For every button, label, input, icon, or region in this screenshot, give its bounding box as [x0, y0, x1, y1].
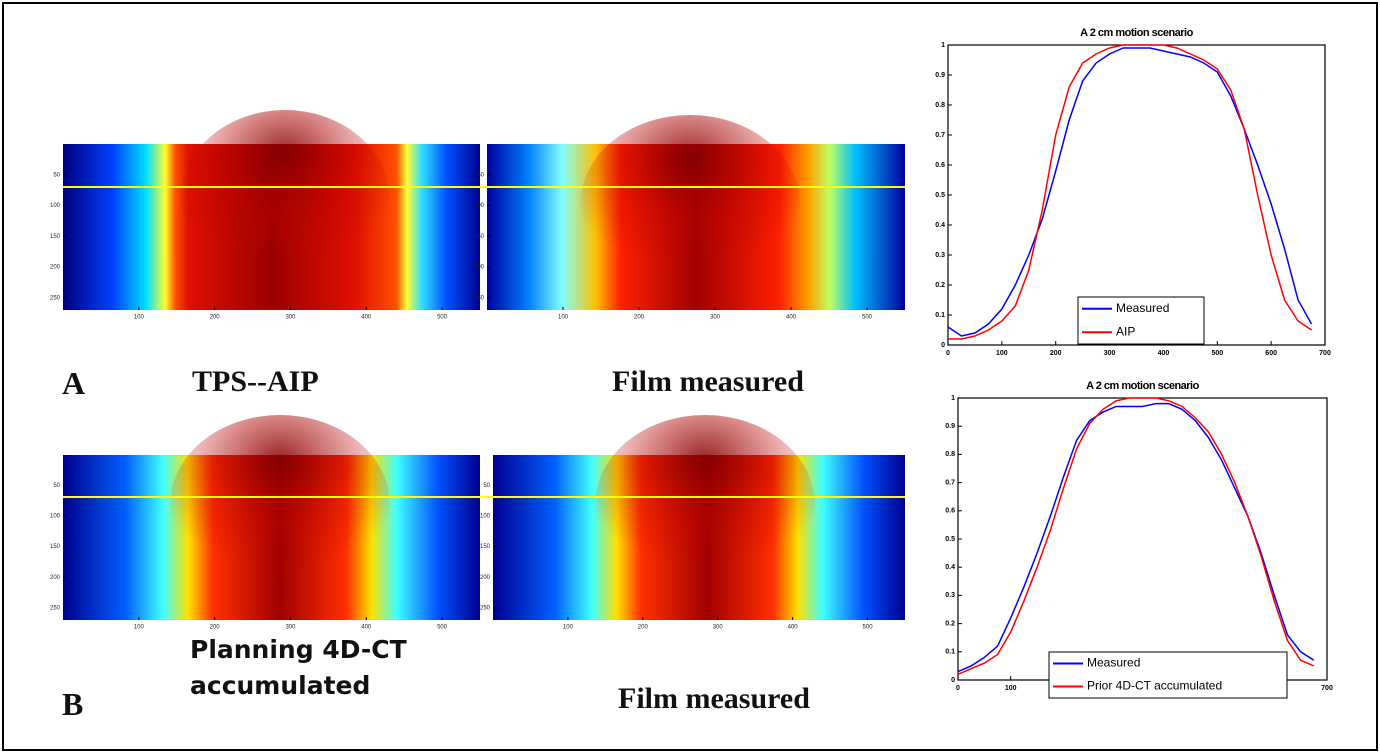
y-tick-label: 0.8: [945, 451, 955, 458]
x-tick-label: 500: [1211, 350, 1223, 357]
y-tick-label: 100: [480, 514, 491, 520]
x-tick-label: 500: [862, 315, 873, 321]
x-tick-label: 100: [558, 315, 569, 321]
y-tick-label: 0.4: [935, 222, 945, 229]
x-tick-label: 0: [956, 685, 960, 692]
x-tick-label: 200: [634, 315, 645, 321]
y-tick-label: 250: [50, 605, 61, 611]
y-tick-label: 0.7: [945, 479, 955, 486]
x-tick-label: 400: [786, 315, 797, 321]
y-tick-label: 150: [50, 544, 61, 550]
y-tick-label: 0.5: [935, 192, 945, 199]
y-tick-label: 150: [50, 234, 61, 240]
x-tick-label: 300: [713, 625, 724, 631]
x-tick-label: 100: [1005, 685, 1017, 692]
y-tick-label: 200: [480, 575, 491, 581]
legend-label: Measured: [1116, 301, 1169, 315]
figure: 1002003004005005010015020025010020030040…: [0, 0, 1380, 753]
y-tick-label: 200: [50, 575, 61, 581]
y-tick-label: 0.1: [935, 312, 945, 319]
x-tick-label: 100: [134, 315, 145, 321]
x-tick-label: 300: [285, 315, 296, 321]
panel-label: Film measured: [618, 682, 810, 716]
x-tick-label: 100: [134, 625, 145, 631]
y-tick-label: 0.9: [945, 423, 955, 430]
x-tick-label: 200: [638, 625, 649, 631]
x-tick-label: 700: [1319, 350, 1331, 357]
x-tick-label: 200: [1050, 350, 1062, 357]
y-tick-label: 0.5: [945, 536, 955, 543]
x-tick-label: 300: [710, 315, 721, 321]
x-tick-label: 300: [1104, 350, 1116, 357]
y-tick-label: 1: [951, 395, 955, 402]
y-tick-label: 50: [477, 172, 484, 178]
panel-letter: A: [62, 365, 85, 402]
y-tick-label: 0.7: [935, 132, 945, 139]
chart-title: A 2 cm motion scenario: [1080, 27, 1193, 39]
y-tick-label: 0.4: [945, 564, 955, 571]
y-tick-label: 0: [941, 342, 945, 349]
y-tick-label: 50: [53, 483, 60, 489]
y-tick-label: 150: [474, 234, 485, 240]
x-tick-label: 400: [361, 315, 372, 321]
y-tick-label: 0.8: [935, 102, 945, 109]
x-tick-label: 700: [1321, 685, 1333, 692]
y-tick-label: 50: [483, 483, 490, 489]
x-tick-label: 400: [1158, 350, 1170, 357]
legend-label: Measured: [1087, 656, 1140, 670]
y-tick-label: 150: [480, 544, 491, 550]
legend-label: AIP: [1116, 324, 1135, 338]
heatmap-core: [170, 415, 390, 595]
plot-frame: [958, 398, 1327, 680]
x-tick-label: 100: [563, 625, 574, 631]
panel-label: Planning 4D-CT accumulated: [190, 632, 420, 704]
y-tick-label: 200: [50, 265, 61, 271]
x-tick-label: 200: [210, 625, 221, 631]
x-tick-label: 500: [863, 625, 874, 631]
y-tick-label: 0.9: [935, 72, 945, 79]
y-tick-label: 250: [480, 605, 491, 611]
y-tick-label: 100: [474, 203, 485, 209]
y-tick-label: 100: [50, 203, 61, 209]
y-tick-label: 0.3: [945, 592, 955, 599]
legend-label: Prior 4D-CT accumulated: [1087, 679, 1222, 693]
panel-letter: B: [62, 686, 83, 723]
x-tick-label: 600: [1265, 350, 1277, 357]
y-tick-label: 200: [474, 265, 485, 271]
x-tick-label: 0: [946, 350, 950, 357]
chart-title: A 2 cm motion scenario: [1086, 380, 1199, 392]
y-tick-label: 250: [474, 295, 485, 301]
y-tick-label: 100: [50, 514, 61, 520]
x-tick-label: 200: [210, 315, 221, 321]
y-tick-label: 1: [941, 42, 945, 49]
y-tick-label: 0.6: [935, 162, 945, 169]
y-tick-label: 0.6: [945, 508, 955, 515]
heatmap-core: [595, 415, 815, 595]
y-tick-label: 250: [50, 295, 61, 301]
heatmap-core: [580, 115, 800, 295]
y-tick-label: 0.2: [945, 620, 955, 627]
y-tick-label: 0.1: [945, 649, 955, 656]
panel-label: TPS--AIP: [192, 365, 319, 399]
x-tick-label: 500: [437, 315, 448, 321]
y-tick-label: 0: [951, 677, 955, 684]
x-tick-label: 400: [788, 625, 799, 631]
x-tick-label: 100: [996, 350, 1008, 357]
y-tick-label: 50: [53, 172, 60, 178]
panel-label: Film measured: [612, 365, 804, 399]
y-tick-label: 0.3: [935, 252, 945, 259]
x-tick-label: 300: [285, 625, 296, 631]
y-tick-label: 0.2: [935, 282, 945, 289]
heatmap-core: [180, 110, 390, 290]
x-tick-label: 500: [437, 625, 448, 631]
x-tick-label: 400: [361, 625, 372, 631]
